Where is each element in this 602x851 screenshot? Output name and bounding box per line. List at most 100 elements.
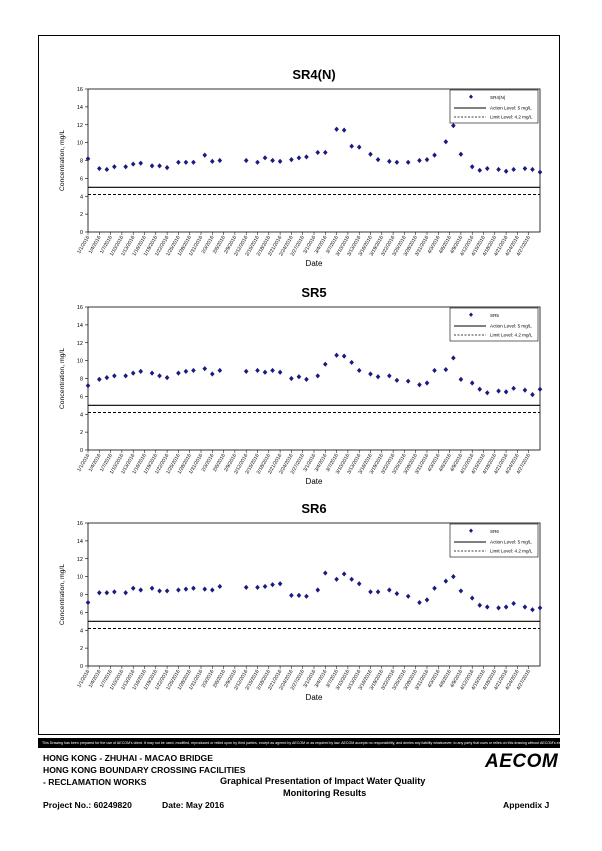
data-point	[183, 368, 189, 374]
data-point	[496, 166, 501, 173]
data-point	[304, 593, 309, 599]
aecom-logo: AECOM	[485, 751, 559, 772]
data-point	[458, 588, 464, 594]
data-point	[368, 589, 373, 595]
data-point	[368, 371, 373, 377]
data-point	[149, 370, 155, 376]
data-point	[255, 159, 260, 165]
appendix-label: Appendix J	[503, 800, 550, 810]
x-axis-label: Date	[306, 259, 323, 268]
project-number: Project No.: 60249820	[43, 800, 132, 810]
data-point	[469, 595, 475, 601]
data-point	[296, 592, 302, 598]
data-point	[262, 369, 268, 375]
data-point	[511, 166, 516, 173]
data-point	[243, 157, 249, 164]
data-point	[356, 581, 362, 587]
data-point	[217, 367, 223, 374]
data-point	[375, 157, 381, 163]
data-point	[458, 376, 464, 382]
data-point	[85, 156, 91, 162]
data-point	[315, 149, 321, 156]
data-point	[183, 586, 189, 592]
legend-action-label: Action Level: 5 mg/L	[490, 540, 532, 545]
data-point	[202, 366, 208, 372]
data-point	[405, 159, 411, 165]
data-point	[443, 366, 449, 373]
data-point	[451, 355, 456, 361]
data-point	[484, 604, 490, 610]
disclaimer-bar: This Drawing has been prepared for the u…	[38, 738, 560, 748]
data-point	[85, 383, 91, 389]
y-tick-label: 12	[77, 341, 83, 347]
data-point	[270, 582, 275, 588]
data-point	[349, 143, 354, 149]
data-point	[277, 158, 283, 164]
data-point	[315, 373, 321, 379]
data-point	[496, 605, 501, 611]
y-tick-label: 14	[77, 539, 83, 545]
legend-limit-label: Limit Level: 4.2 mg/L	[490, 333, 533, 338]
data-point	[323, 361, 328, 367]
y-tick-label: 0	[80, 448, 83, 454]
y-tick-label: 6	[80, 394, 83, 400]
charts-frame	[38, 35, 560, 735]
data-point	[304, 154, 309, 160]
legend-box	[449, 89, 539, 124]
data-point	[432, 367, 437, 374]
legend-box	[449, 307, 539, 342]
data-point	[304, 376, 309, 382]
data-point	[405, 378, 411, 384]
data-point	[255, 367, 260, 374]
data-point	[368, 151, 373, 157]
data-point	[349, 359, 354, 366]
data-point	[503, 168, 509, 174]
y-tick-label: 6	[80, 176, 83, 182]
data-point	[210, 371, 215, 377]
legend-marker	[469, 94, 473, 99]
y-tick-label: 16	[77, 305, 83, 311]
data-point	[104, 590, 110, 596]
data-point	[405, 593, 411, 599]
data-point	[112, 589, 117, 595]
data-point	[537, 169, 543, 175]
data-point	[417, 599, 422, 606]
data-point	[469, 380, 475, 386]
data-point	[484, 165, 490, 172]
data-point	[262, 155, 268, 161]
y-tick-label: 10	[77, 141, 83, 147]
data-point	[243, 368, 249, 374]
data-point	[496, 388, 501, 394]
y-axis-label: Concentration, mg/L	[59, 130, 66, 191]
data-point	[277, 581, 283, 587]
data-point	[375, 589, 381, 595]
data-point	[477, 602, 483, 608]
data-point	[210, 158, 215, 164]
data-point	[289, 157, 294, 163]
data-point	[157, 163, 162, 169]
data-point	[191, 585, 196, 591]
data-point	[443, 578, 449, 584]
data-point	[202, 586, 208, 592]
data-point	[97, 165, 102, 172]
data-point	[432, 585, 437, 591]
data-point	[217, 583, 223, 590]
data-point	[349, 576, 354, 582]
data-point	[530, 607, 535, 613]
legend-action-label: Action Level: 5 mg/L	[490, 106, 532, 111]
project-name-line1: HONG KONG - ZHUHAI - MACAO BRIDGE	[43, 753, 213, 763]
data-point	[157, 373, 162, 379]
y-tick-label: 8	[80, 159, 83, 165]
data-point	[149, 163, 155, 169]
data-point	[443, 139, 449, 145]
data-point	[522, 165, 528, 172]
data-point	[417, 382, 422, 388]
y-tick-label: 2	[80, 430, 83, 436]
data-point	[451, 574, 456, 580]
data-point	[530, 166, 535, 173]
data-point	[104, 166, 110, 173]
data-point	[296, 374, 302, 380]
data-point	[270, 367, 275, 374]
data-point	[123, 373, 128, 379]
